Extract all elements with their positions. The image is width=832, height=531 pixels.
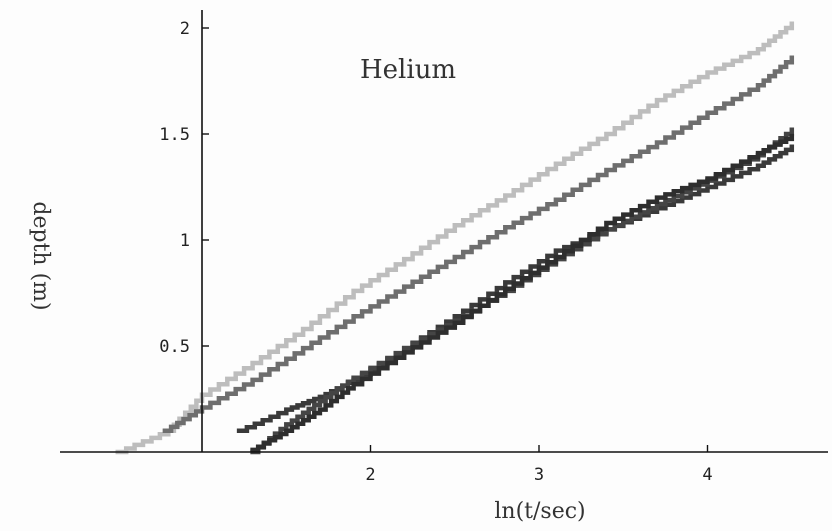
x-tick-label: 3 xyxy=(534,465,544,485)
y-tick-label: 1 xyxy=(180,231,190,251)
y-tick-label: 1.5 xyxy=(159,125,190,145)
y-tick-label: 0.5 xyxy=(159,337,190,357)
x-tick-label: 4 xyxy=(702,465,712,485)
x-axis-label: ln(t/sec) xyxy=(494,499,585,524)
series-line-3 xyxy=(236,144,795,434)
y-tick-label: 2 xyxy=(180,19,190,39)
y-axis-label: depth (m) xyxy=(28,201,53,310)
series-line-2 xyxy=(162,55,795,434)
x-tick-label: 2 xyxy=(365,465,375,485)
ticks-layer: 2 3 4 0.5 1 1.5 2 xyxy=(159,19,712,485)
series-line-1 xyxy=(115,21,795,455)
series-line-5 xyxy=(250,133,795,453)
axes-layer xyxy=(60,10,828,453)
chart-title: Helium xyxy=(360,55,456,85)
series-layer xyxy=(115,21,795,455)
